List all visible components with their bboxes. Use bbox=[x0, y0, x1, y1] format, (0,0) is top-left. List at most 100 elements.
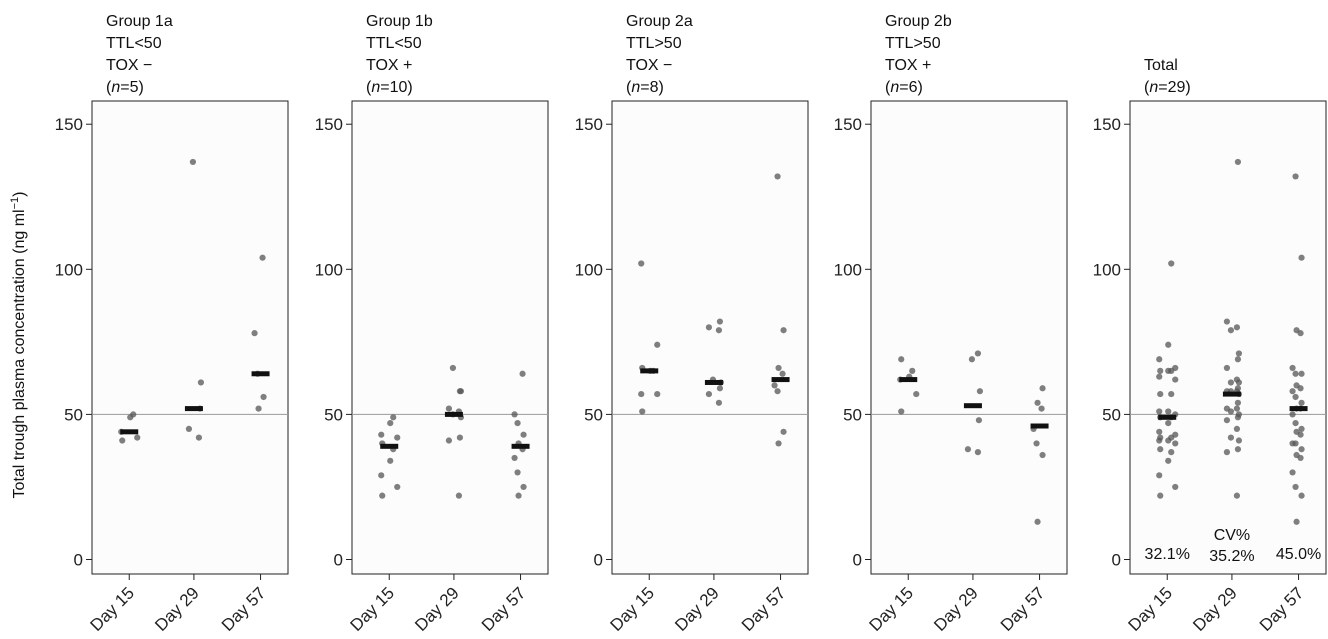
data-point bbox=[1168, 260, 1175, 267]
data-point bbox=[779, 370, 786, 377]
data-point bbox=[909, 367, 916, 374]
data-point bbox=[1156, 408, 1163, 415]
data-point bbox=[457, 388, 465, 395]
data-point bbox=[251, 330, 258, 337]
data-point bbox=[968, 356, 976, 363]
data-point bbox=[1227, 379, 1235, 386]
plot-area bbox=[351, 100, 549, 575]
panel-title-line: (n=8) bbox=[626, 79, 664, 96]
x-tick-label: Day 29 bbox=[671, 583, 723, 635]
data-point bbox=[780, 428, 787, 435]
y-tick-label: 150 bbox=[834, 115, 862, 134]
data-point bbox=[705, 324, 713, 331]
data-point bbox=[1235, 411, 1243, 418]
data-point bbox=[1289, 440, 1296, 447]
data-point bbox=[1223, 405, 1231, 412]
data-point bbox=[1289, 364, 1296, 372]
y-tick-label: 100 bbox=[55, 260, 83, 279]
data-point bbox=[1292, 420, 1299, 427]
data-point bbox=[378, 472, 385, 479]
median-marker bbox=[899, 377, 918, 383]
median-marker bbox=[444, 411, 463, 417]
data-point bbox=[1156, 356, 1163, 363]
plot-area bbox=[611, 100, 809, 575]
data-point bbox=[1289, 411, 1296, 418]
y-tick-label: 150 bbox=[315, 115, 343, 134]
y-tick-label: 0 bbox=[853, 550, 862, 569]
y-tick-label: 150 bbox=[55, 115, 83, 134]
y-tick-label: 100 bbox=[1093, 260, 1121, 279]
data-point bbox=[1038, 405, 1045, 412]
plot-area bbox=[91, 100, 289, 575]
data-point bbox=[1292, 370, 1299, 377]
data-point bbox=[715, 327, 723, 334]
data-point bbox=[913, 390, 920, 398]
data-point bbox=[1223, 318, 1231, 325]
data-point bbox=[976, 388, 984, 395]
data-point bbox=[1172, 431, 1179, 438]
data-point bbox=[1235, 437, 1243, 444]
data-point bbox=[455, 492, 463, 499]
data-point bbox=[197, 379, 205, 386]
data-point bbox=[1165, 420, 1172, 427]
data-point bbox=[1157, 434, 1164, 441]
data-point bbox=[1168, 390, 1175, 398]
data-point bbox=[638, 390, 645, 398]
data-point bbox=[1233, 425, 1241, 433]
data-point bbox=[119, 437, 126, 444]
data-point bbox=[1289, 388, 1296, 395]
data-point bbox=[964, 446, 972, 453]
data-point bbox=[1298, 446, 1305, 453]
data-point bbox=[387, 420, 394, 427]
data-point bbox=[898, 408, 905, 415]
median-marker bbox=[511, 443, 530, 449]
data-point bbox=[514, 469, 521, 476]
y-tick-label: 50 bbox=[324, 405, 343, 424]
y-tick-label: 0 bbox=[1112, 550, 1121, 569]
x-tick-label: Day 29 bbox=[411, 583, 463, 635]
data-point bbox=[1233, 405, 1241, 412]
data-point bbox=[1298, 492, 1305, 499]
x-tick-label: Day 57 bbox=[738, 583, 790, 635]
data-point bbox=[975, 417, 983, 424]
panel-title-line: TOX + bbox=[885, 57, 931, 74]
cv-value: 35.2% bbox=[1209, 548, 1254, 565]
x-tick-label: Day 15 bbox=[87, 583, 139, 635]
data-point bbox=[195, 434, 203, 441]
data-point bbox=[511, 454, 518, 462]
data-point bbox=[387, 457, 394, 464]
panel-title-line: Total bbox=[1144, 57, 1178, 74]
data-point bbox=[1039, 451, 1046, 459]
panel-title-line: Group 1b bbox=[366, 13, 433, 30]
data-point bbox=[1298, 425, 1305, 433]
data-point bbox=[1033, 440, 1040, 447]
data-point bbox=[1157, 367, 1164, 374]
data-point bbox=[445, 405, 453, 412]
data-point bbox=[1234, 158, 1242, 166]
data-point bbox=[1223, 364, 1231, 372]
y-tick-label: 0 bbox=[594, 550, 603, 569]
panel-title-line: Group 1a bbox=[106, 13, 173, 30]
data-point bbox=[1293, 428, 1300, 435]
y-tick-label: 50 bbox=[584, 405, 603, 424]
data-point bbox=[974, 350, 982, 357]
data-point bbox=[1234, 446, 1242, 453]
median-marker bbox=[120, 429, 139, 435]
panel-2: Group 1b TTL<50 TOX + (n=10) 0 50 100 150 Day 15… bbox=[315, 13, 549, 635]
data-point bbox=[520, 483, 527, 491]
plot-area bbox=[870, 100, 1068, 575]
data-point bbox=[1223, 449, 1231, 456]
data-point bbox=[1165, 408, 1172, 415]
panel-5: Total (n=29) 0 50 100 150 Day 15 Day 29 Day 57 CV… bbox=[1093, 57, 1327, 635]
data-point bbox=[260, 393, 267, 401]
x-tick-label: Day 29 bbox=[1189, 583, 1241, 635]
median-marker bbox=[640, 368, 659, 374]
data-point bbox=[255, 405, 262, 412]
cv-value: 32.1% bbox=[1145, 546, 1190, 563]
data-point bbox=[515, 492, 522, 499]
data-point bbox=[774, 388, 781, 395]
data-point bbox=[775, 440, 782, 447]
data-point bbox=[1293, 518, 1300, 525]
data-point bbox=[1227, 327, 1235, 334]
